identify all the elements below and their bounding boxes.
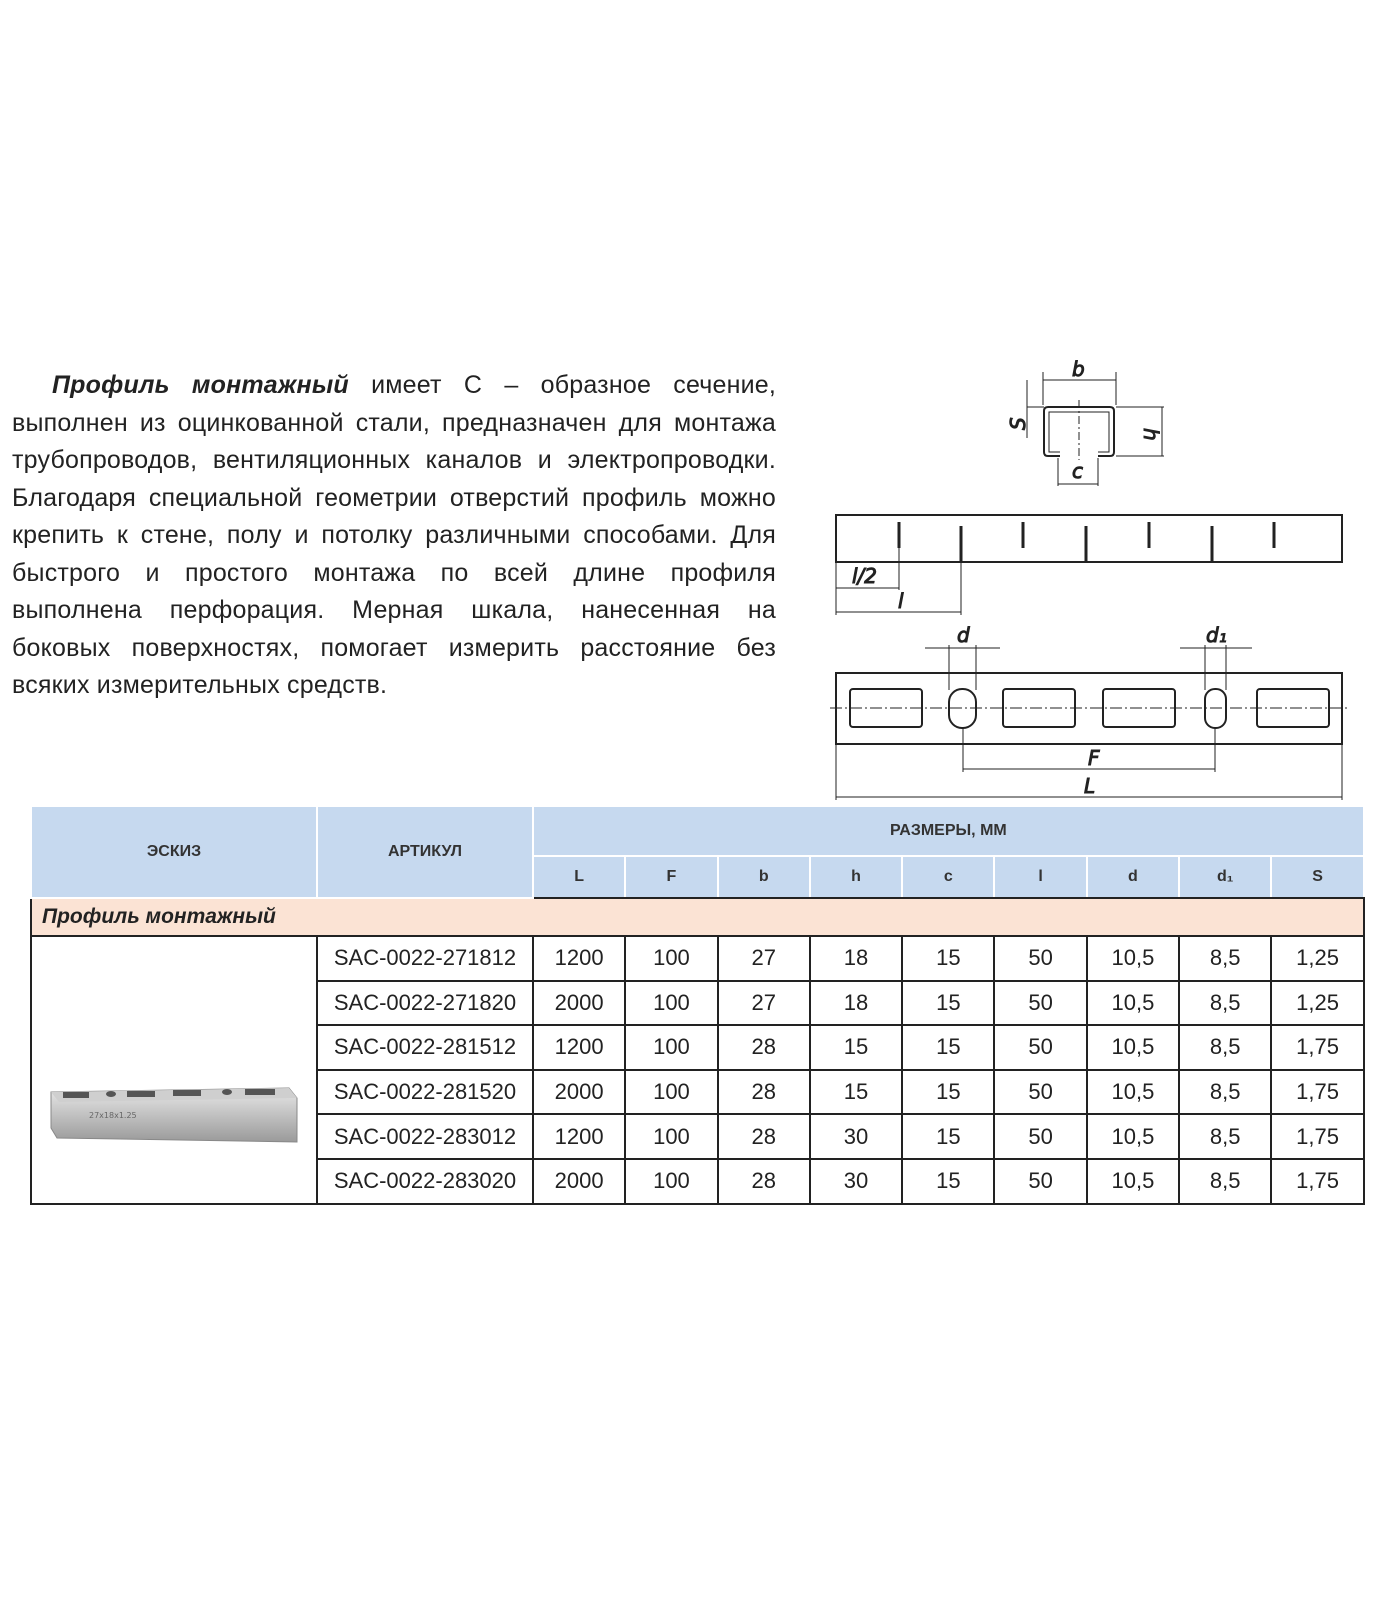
dimension-cell: 15 <box>901 1068 996 1116</box>
label-l-half: l/2 <box>852 564 877 588</box>
article-cell: SAC-0022-271820 <box>316 979 534 1027</box>
article-cell: SAC-0022-281512 <box>316 1024 534 1071</box>
dimension-cell: 30 <box>808 1113 904 1160</box>
dimension-cell: 8,5 <box>1178 979 1273 1027</box>
product-image: 27x18x1.25 <box>50 1087 298 1143</box>
header-article: АРТИКУЛ <box>316 805 534 899</box>
label-c: c <box>1072 459 1083 483</box>
dimension-cell: 15 <box>901 1024 996 1071</box>
dimension-cell: 15 <box>901 935 996 982</box>
table-row: SAC-0022-281520 2000 100 28 15 15 50 10,5 8,5 1,7… <box>31 1068 1365 1116</box>
table-row: SAC-0022-283020 2000 100 28 30 15 50 10,5 8,5 1,7… <box>31 1157 1365 1205</box>
dimension-cell: 1,25 <box>1270 979 1365 1027</box>
dimension-cell: 28 <box>716 1068 811 1116</box>
dimension-cell: 27 <box>716 935 811 982</box>
header-dim: F <box>624 855 719 899</box>
dimension-cell: 8,5 <box>1178 1024 1273 1071</box>
header-dim: L <box>531 855 627 899</box>
label-d: d <box>957 623 970 647</box>
table-row: 27x18x1.25 SAC-0022-271812 1200 100 27 18 15 50… <box>30 935 1365 1205</box>
dimension-cell: 15 <box>901 1157 996 1205</box>
table-row: SAC-0022-281512 1200 100 28 15 15 50 10,5 8,5 1,7… <box>31 1024 1365 1071</box>
dimension-cell: 100 <box>624 1157 719 1205</box>
dimension-cell: 50 <box>993 1113 1088 1160</box>
label-l-total: L <box>1084 774 1095 798</box>
description-text: имеет С – образное сечение, выполнен из … <box>12 371 776 699</box>
label-s: S <box>1006 417 1030 430</box>
dimension-cell: 10,5 <box>1085 1113 1181 1160</box>
dimension-cell: 50 <box>993 979 1088 1027</box>
profile-drawing: b S h c l/2 l d d₁ F L <box>830 357 1350 800</box>
table-row: SAC-0022-271820 2000 100 27 18 15 50 10,5 8,5 1,2… <box>31 979 1365 1027</box>
dimension-cell: 10,5 <box>1085 979 1181 1027</box>
dimension-cell: 1,25 <box>1270 935 1365 982</box>
product-description: Профиль монтажный имеет С – образное сеч… <box>12 367 776 705</box>
dimension-cell: 15 <box>808 1068 904 1116</box>
header-dim: h <box>808 855 904 899</box>
dimension-cell: 100 <box>624 1068 719 1116</box>
dimension-cell: 100 <box>624 935 719 982</box>
dimension-cell: 1,75 <box>1270 1068 1365 1116</box>
table-row: SAC-0022-283012 1200 100 28 30 15 50 10,5 8,5 1,7… <box>31 1113 1365 1160</box>
dimension-cell: 50 <box>993 1024 1088 1071</box>
dimension-cell: 100 <box>624 1113 719 1160</box>
dimension-cell: 2000 <box>531 1068 627 1116</box>
dimension-cell: 100 <box>624 979 719 1027</box>
dimension-cell: 15 <box>901 1113 996 1160</box>
article-cell: SAC-0022-283020 <box>316 1157 534 1205</box>
dimension-cell: 1200 <box>531 1113 627 1160</box>
dimension-cell: 15 <box>808 1024 904 1071</box>
dimension-cell: 27 <box>716 979 811 1027</box>
dimension-cell: 50 <box>993 1157 1088 1205</box>
section-row: Профиль монтажный <box>30 897 1365 937</box>
dimension-cell: 10,5 <box>1085 1024 1181 1071</box>
dimension-cell: 15 <box>901 979 996 1027</box>
dimension-cell: 100 <box>624 1024 719 1071</box>
label-d1: d₁ <box>1206 623 1227 647</box>
dimension-cell: 50 <box>993 1068 1088 1116</box>
dimension-cell: 28 <box>716 1024 811 1071</box>
header-dim: l <box>993 855 1088 899</box>
article-cell: SAC-0022-271812 <box>316 935 534 982</box>
label-b: b <box>1072 357 1085 381</box>
dimension-cell: 2000 <box>531 979 627 1027</box>
dimension-cell: 8,5 <box>1178 1113 1273 1160</box>
dimension-cell: 18 <box>808 979 904 1027</box>
dimension-cell: 1,75 <box>1270 1113 1365 1160</box>
header-dim: c <box>901 855 996 899</box>
dimension-cell: 28 <box>716 1157 811 1205</box>
header-dimensions: РАЗМЕРЫ, ММ <box>532 805 1365 857</box>
dimension-cell: 28 <box>716 1113 811 1160</box>
article-cell: SAC-0022-281520 <box>316 1068 534 1116</box>
dimension-cell: 10,5 <box>1085 935 1181 982</box>
dimension-cell: 30 <box>808 1157 904 1205</box>
dimension-cell: 8,5 <box>1178 1157 1273 1205</box>
dimension-cell: 1,75 <box>1270 1024 1365 1071</box>
dimension-cell: 8,5 <box>1178 1068 1273 1116</box>
label-f: F <box>1088 746 1100 770</box>
dimension-cell: 1,75 <box>1270 1157 1365 1205</box>
product-image-cell: 27x18x1.25 <box>30 935 318 1205</box>
header-dim: S <box>1270 855 1365 899</box>
dimension-cell: 2000 <box>531 1157 627 1205</box>
product-title: Профиль монтажный <box>52 371 349 399</box>
dimension-cell: 1200 <box>531 935 627 982</box>
image-label: 27x18x1.25 <box>89 1111 137 1120</box>
header-dim: d <box>1085 855 1181 899</box>
dimension-cell: 10,5 <box>1085 1068 1181 1116</box>
dimension-cell: 10,5 <box>1085 1157 1181 1205</box>
dimension-cell: 8,5 <box>1178 935 1273 982</box>
label-h: h <box>1139 428 1163 441</box>
article-cell: SAC-0022-283012 <box>316 1113 534 1160</box>
header-sketch: ЭСКИЗ <box>30 805 318 899</box>
header-dim: b <box>716 855 811 899</box>
header-dim: d₁ <box>1178 855 1273 899</box>
dimension-cell: 18 <box>808 935 904 982</box>
dimension-cell: 50 <box>993 935 1088 982</box>
dimension-cell: 1200 <box>531 1024 627 1071</box>
label-l: l <box>898 589 904 613</box>
